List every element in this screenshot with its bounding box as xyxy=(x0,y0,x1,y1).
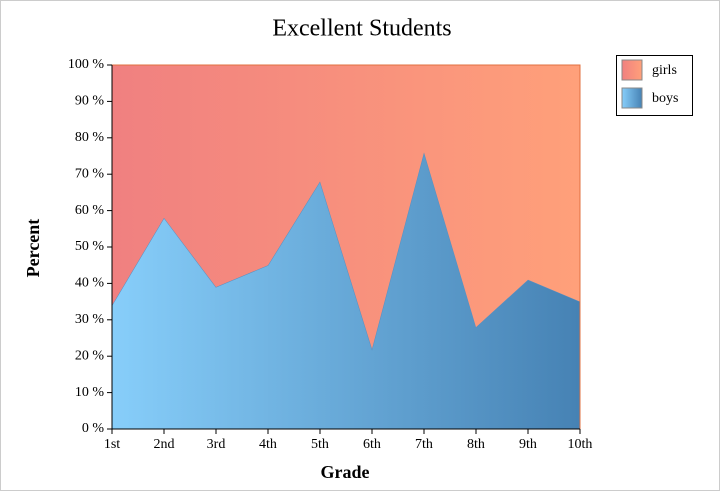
x-tick-label: 10th xyxy=(568,437,593,452)
legend-swatch xyxy=(621,59,643,81)
y-tick-label: 0 % xyxy=(82,421,105,436)
x-tick-label: 5th xyxy=(311,437,329,452)
y-tick-label: 100 % xyxy=(68,57,105,72)
x-tick-label: 7th xyxy=(415,437,433,452)
y-tick-label: 40 % xyxy=(75,276,105,291)
x-tick-label: 9th xyxy=(519,437,537,452)
x-tick-label: 4th xyxy=(259,437,277,452)
y-tick-label: 90 % xyxy=(75,94,105,109)
y-tick-label: 80 % xyxy=(75,130,105,145)
legend-label: boys xyxy=(652,91,678,106)
chart-title: Excellent Students xyxy=(272,16,451,42)
x-axis-label: Grade xyxy=(321,462,370,482)
x-tick-label: 6th xyxy=(363,437,381,452)
y-tick-label: 20 % xyxy=(75,348,105,363)
area xyxy=(112,65,580,349)
x-tick-label: 2nd xyxy=(154,437,175,452)
y-axis-label: Percent xyxy=(23,219,43,278)
x-tick-label: 1st xyxy=(104,437,120,452)
legend-swatch xyxy=(621,87,643,109)
x-tick-label: 8th xyxy=(467,437,485,452)
legend-label: girls xyxy=(652,63,677,78)
y-tick-label: 30 % xyxy=(75,312,105,327)
y-tick-label: 60 % xyxy=(75,203,105,218)
y-tick-label: 70 % xyxy=(75,166,105,181)
y-tick-label: 50 % xyxy=(75,239,105,254)
y-tick-label: 10 % xyxy=(75,385,105,400)
x-tick-label: 3rd xyxy=(207,437,226,452)
